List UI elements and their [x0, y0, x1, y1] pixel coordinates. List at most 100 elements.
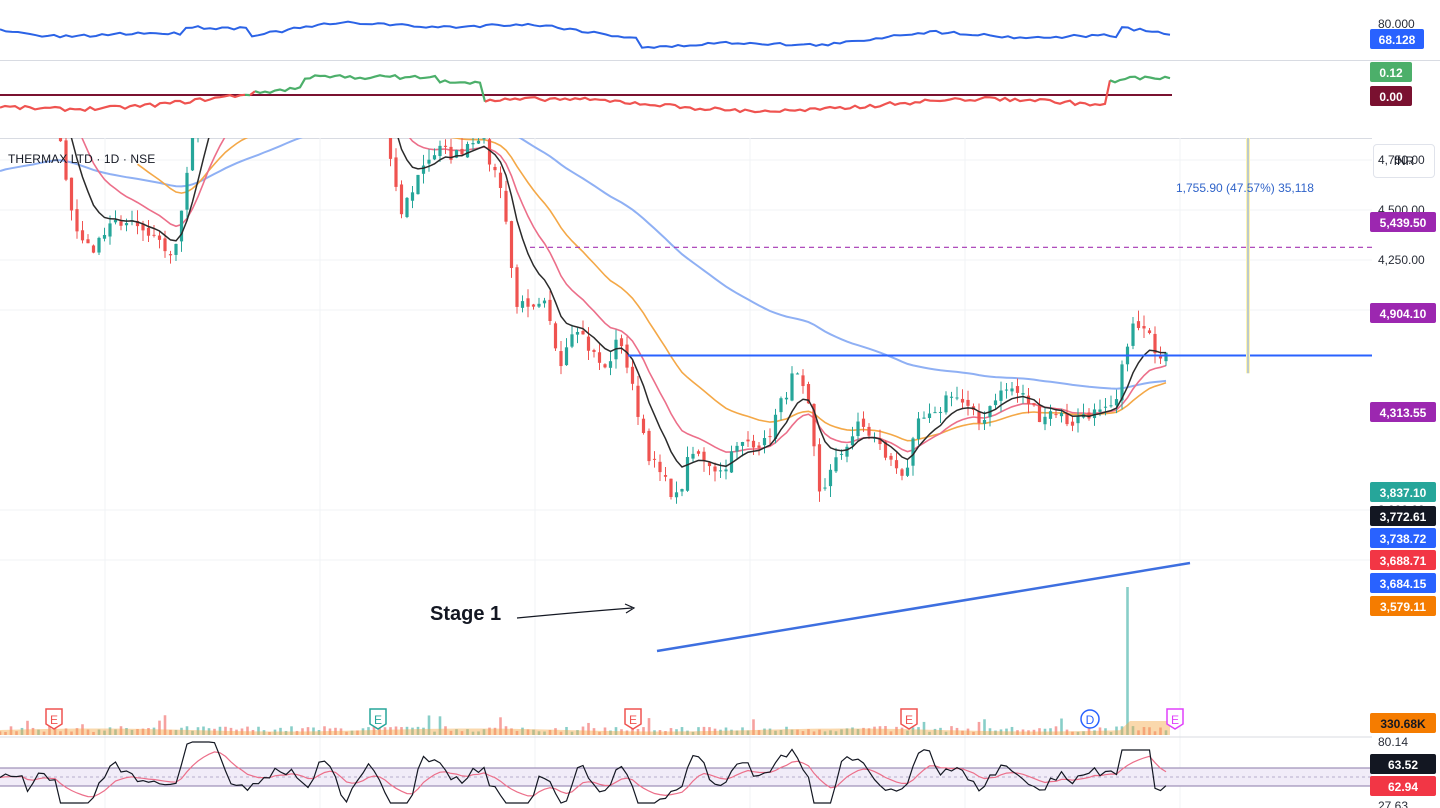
- candle-body: [1153, 333, 1157, 354]
- volume-bar: [31, 727, 35, 735]
- price-tag-background: [1370, 212, 1436, 232]
- candle-body: [394, 157, 398, 187]
- volume-bar: [1065, 729, 1069, 735]
- volume-bar: [603, 727, 607, 735]
- marker-label: E: [905, 713, 913, 727]
- candle-body: [1120, 364, 1124, 401]
- volume-bar: [389, 727, 392, 735]
- candle-body: [1103, 406, 1108, 408]
- tag-background: [1370, 86, 1412, 106]
- candle-body: [432, 155, 437, 160]
- volume-bar: [933, 728, 937, 735]
- candle-body: [553, 323, 558, 349]
- volume-bar: [15, 731, 18, 735]
- oscillator-negative-line: [0, 93, 246, 113]
- currency-button[interactable]: INR: [1373, 144, 1435, 178]
- volume-bar: [686, 730, 689, 735]
- rsi-tag-label: 62.94: [1388, 780, 1418, 794]
- candle-body: [1026, 395, 1031, 405]
- main-price-pane[interactable]: Stage 1EEEEDE5,500.005,250.005,000.004,7…: [0, 138, 1440, 808]
- volume-bar: [48, 723, 51, 735]
- volume-bar: [625, 730, 629, 735]
- candle-body: [812, 403, 816, 447]
- price-tag-label: 3,684.15: [1380, 577, 1427, 591]
- volume-bar: [609, 730, 612, 735]
- earnings-marker: E: [45, 708, 63, 730]
- marker-badge: [624, 708, 642, 730]
- ema-10-line: [70, 138, 1166, 468]
- volume-bar: [268, 731, 271, 735]
- volume-bar: [1164, 730, 1168, 735]
- candle-body: [652, 458, 657, 460]
- volume-bar: [306, 727, 310, 735]
- price-tag: 4,313.55: [1370, 402, 1436, 422]
- volume-tag-label: 330.68K: [1380, 717, 1426, 731]
- volume-bar: [823, 731, 827, 735]
- volume-bar: [757, 730, 761, 735]
- top-indicator-scale: 80.000: [1378, 17, 1415, 31]
- candle-body: [658, 461, 662, 473]
- candle-body: [1065, 412, 1069, 425]
- volume-bar: [411, 727, 414, 735]
- volume-bar: [526, 729, 530, 735]
- price-tag: 3,688.71: [1370, 550, 1436, 570]
- pane-separator[interactable]: [0, 60, 1440, 61]
- candle-body: [1092, 409, 1097, 419]
- volume-bar: [339, 728, 343, 735]
- price-tag: 4,904.10: [1370, 303, 1436, 323]
- candle-body: [823, 487, 827, 489]
- volume-bar: [713, 728, 717, 735]
- top-indicator-pane: 80.000 68.128 0.12 0.00: [0, 17, 1424, 114]
- candle-body: [597, 352, 602, 363]
- volume-bar: [1005, 728, 1008, 735]
- rsi-signal-line: [0, 751, 1167, 798]
- candle-body: [729, 451, 734, 473]
- volume-bar: [697, 727, 700, 735]
- volume-bar: [939, 727, 942, 735]
- volume-bar: [224, 726, 227, 735]
- candle-body: [746, 439, 750, 442]
- marker-badge: [1080, 709, 1100, 729]
- candle-body: [1004, 389, 1009, 391]
- volume-bar: [669, 728, 673, 735]
- candle-body: [938, 411, 943, 413]
- volume-bar: [1021, 729, 1025, 735]
- candle-body: [86, 239, 90, 244]
- volume-bar: [163, 715, 167, 735]
- volume-bar: [229, 727, 233, 735]
- candle-body: [905, 467, 910, 476]
- volume-bar: [675, 729, 678, 735]
- candle-body: [927, 413, 932, 419]
- candle-body: [619, 338, 624, 347]
- volume-bar: [493, 727, 497, 735]
- volume-bar: [97, 729, 101, 735]
- price-tag-label: 3,772.61: [1380, 510, 1427, 524]
- volume-bar: [796, 729, 799, 735]
- volume-bar: [889, 731, 893, 735]
- pane-separator[interactable]: [0, 138, 1440, 139]
- volume-bar: [328, 728, 332, 735]
- volume-tag: 330.68K: [1370, 713, 1436, 733]
- price-tag: 3,684.15: [1370, 573, 1436, 593]
- candle-body: [740, 442, 745, 446]
- volume-bar: [323, 726, 326, 735]
- volume-bar: [202, 726, 205, 735]
- candle-body: [878, 438, 882, 445]
- volume-bar: [719, 729, 722, 735]
- candle-body: [680, 489, 684, 492]
- candle-body: [575, 331, 580, 335]
- volume-bar: [235, 729, 238, 735]
- candle-body: [157, 235, 162, 240]
- price-tag-label: 5,439.50: [1380, 216, 1427, 230]
- volume-bar: [845, 728, 849, 735]
- annotation-arrow: [516, 607, 633, 619]
- marker-label: E: [374, 713, 382, 727]
- marker-badge: [1166, 708, 1184, 730]
- volume-bar: [988, 728, 992, 735]
- candle-body: [603, 364, 607, 368]
- candle-body: [135, 220, 140, 227]
- price-axis-background: [1372, 138, 1440, 808]
- volume-bar: [928, 731, 931, 735]
- volume-bar: [576, 730, 579, 735]
